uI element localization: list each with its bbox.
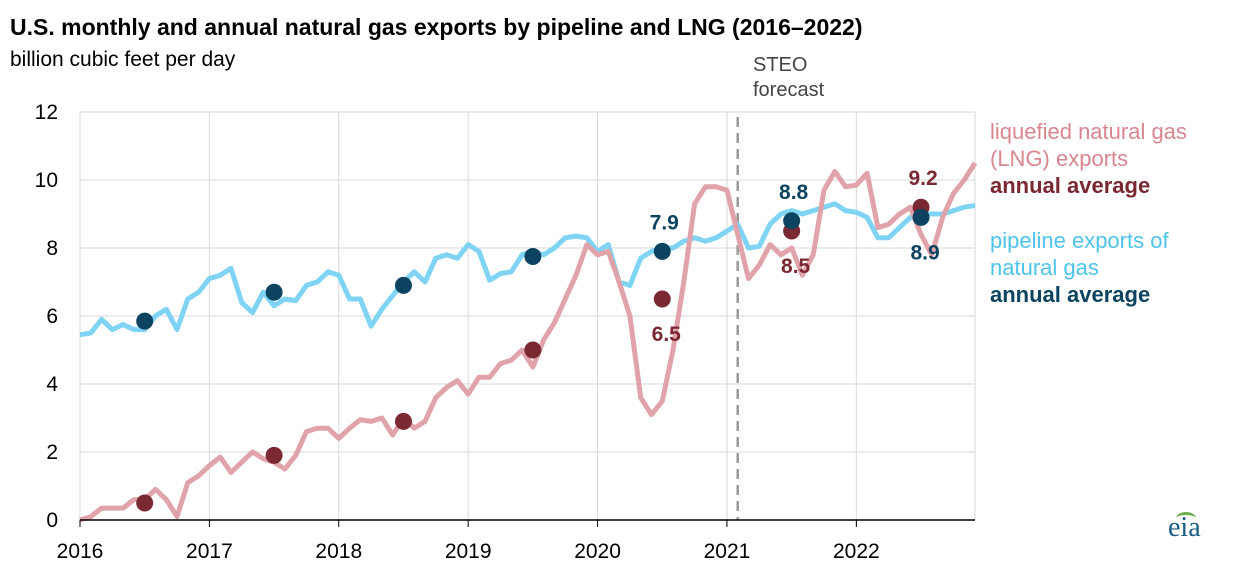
legend-lng-line2: (LNG) exports <box>990 146 1129 171</box>
legend-pipeline: pipeline exports of natural gas annual a… <box>990 227 1169 308</box>
lng-series-line <box>79 161 978 523</box>
y-tick-label: 0 <box>46 509 58 532</box>
lng-annual-average-point <box>265 446 283 464</box>
legend-lng-annual-average: annual average <box>990 173 1151 198</box>
pipeline-annual-average-point <box>783 212 801 230</box>
legend-pipeline-line1: pipeline exports of <box>990 228 1169 253</box>
lng-annual-average-point <box>394 412 412 430</box>
x-tick-label: 2017 <box>186 540 233 563</box>
legend-lng-line1: liquefied natural gas <box>990 119 1187 144</box>
legend-pipeline-annual-average: annual average <box>990 282 1151 307</box>
lng-annual-average-label: 9.2 <box>908 167 937 190</box>
grid-lines <box>79 111 976 527</box>
annual-average-points <box>136 198 930 512</box>
lng-annual-average-point <box>136 494 154 512</box>
y-tick-label: 10 <box>35 169 58 192</box>
x-tick-label: 2019 <box>445 540 492 563</box>
x-tick-label: 2016 <box>57 540 104 563</box>
lng-annual-average-point <box>653 290 671 308</box>
chart-subtitle: billion cubic feet per day <box>10 48 236 71</box>
x-tick-label: 2018 <box>315 540 362 563</box>
x-tick-label: 2022 <box>833 540 880 563</box>
x-tick-label: 2020 <box>574 540 621 563</box>
forecast-annotation-line1: STEO <box>753 54 808 76</box>
pipeline-annual-average-point <box>524 248 542 265</box>
lng-annual-average-point <box>524 341 542 359</box>
annual-average-labels: 6.5 8.5 9.2 7.9 8.8 8.9 <box>650 167 940 346</box>
pipeline-annual-average-label: 7.9 <box>650 211 679 234</box>
lng-annual-average-label: 8.5 <box>781 255 811 278</box>
x-axis-labels: 2016 2017 2018 2019 2020 2021 2022 <box>57 540 880 563</box>
y-tick-label: 4 <box>46 373 58 396</box>
y-tick-label: 2 <box>46 441 58 464</box>
eia-logo-swoosh-icon <box>1176 512 1196 525</box>
pipeline-annual-average-point <box>265 283 283 301</box>
pipeline-series-line <box>79 201 976 338</box>
y-tick-label: 6 <box>46 305 58 328</box>
pipeline-annual-average-label: 8.8 <box>779 181 809 204</box>
legend-pipeline-line2: natural gas <box>990 255 1099 280</box>
pipeline-annual-average-point <box>912 208 930 226</box>
pipeline-annual-average-point <box>653 242 671 260</box>
x-tick-label: 2021 <box>704 540 751 563</box>
pipeline-annual-average-label: 8.9 <box>910 241 939 264</box>
forecast-annotation-line2: forecast <box>753 79 825 101</box>
forecast-annotation: STEO forecast <box>753 53 824 103</box>
lng-annual-average-label: 6.5 <box>652 323 682 346</box>
y-axis-labels: 0 2 4 6 8 10 12 <box>35 101 59 532</box>
pipeline-annual-average-point <box>136 312 154 330</box>
pipeline-annual-average-point <box>394 276 412 294</box>
legend-lng: liquefied natural gas (LNG) exports annu… <box>990 118 1187 199</box>
y-tick-label: 12 <box>35 101 58 124</box>
chart-title: U.S. monthly and annual natural gas expo… <box>10 14 863 40</box>
y-tick-label: 8 <box>46 237 58 260</box>
